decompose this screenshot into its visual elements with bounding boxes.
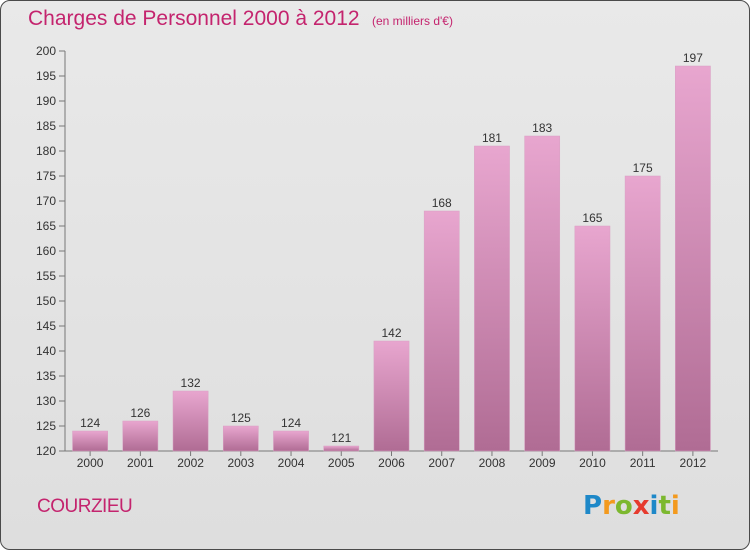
y-tick-label: 120 (36, 444, 56, 458)
bar-value-label: 181 (482, 131, 502, 145)
bar-value-label: 165 (582, 211, 602, 225)
logo-letter: o (614, 491, 633, 521)
x-tick-label: 2004 (278, 456, 305, 470)
y-tick-label: 180 (36, 144, 56, 158)
chart-title: Charges de Personnel 2000 à 2012 (28, 7, 360, 30)
bar (122, 420, 159, 452)
bar-value-label: 197 (683, 51, 703, 65)
y-tick-label: 130 (36, 394, 56, 408)
y-tick-label: 160 (36, 244, 56, 258)
bar (675, 65, 711, 452)
bar (222, 425, 259, 452)
bar-value-label: 168 (432, 196, 452, 210)
x-tick-label: 2008 (479, 456, 506, 470)
bar-value-label: 121 (331, 431, 351, 445)
y-tick-label: 165 (36, 219, 56, 233)
bar (323, 445, 360, 452)
bar (172, 390, 209, 452)
y-tick-label: 175 (36, 169, 56, 183)
x-tick-label: 2010 (579, 456, 606, 470)
x-tick-label: 2012 (680, 456, 707, 470)
value-labels: 124 126 132 125 124 121 142 168 181 183 165 175 197 (80, 51, 703, 445)
bar (574, 225, 611, 452)
x-tick-label: 2006 (378, 456, 405, 470)
bar (373, 340, 410, 452)
y-tick-label: 140 (36, 344, 56, 358)
x-tick-label: 2007 (428, 456, 455, 470)
logo-letter: x (632, 491, 650, 521)
y-tick-label: 185 (36, 119, 56, 133)
y-tick-label: 200 (36, 44, 56, 58)
logo-letter: i (649, 491, 659, 521)
y-tick-label: 195 (36, 69, 56, 83)
bar-value-label: 126 (130, 406, 150, 420)
x-tick-label: 2009 (529, 456, 556, 470)
y-tick-label: 145 (36, 319, 56, 333)
bar (474, 145, 510, 452)
x-tick-label: 2000 (77, 456, 104, 470)
bar (423, 210, 460, 452)
y-tick-label: 170 (36, 194, 56, 208)
bar-value-label: 183 (532, 121, 552, 135)
y-tick-label: 155 (36, 269, 56, 283)
chart-subtitle: (en milliers d'€) (372, 14, 453, 28)
bar (524, 135, 561, 452)
logo-letter: t (658, 491, 671, 521)
y-tick-label: 135 (36, 369, 56, 383)
y-tick-label: 125 (36, 419, 56, 433)
proxiti-logo: Proxiti (583, 491, 680, 521)
bar (72, 430, 108, 452)
logo-letter: i (670, 491, 680, 521)
x-tick-label: 2005 (328, 456, 355, 470)
bar-value-label: 124 (281, 416, 301, 430)
bars (72, 65, 711, 452)
bar-value-label: 175 (633, 161, 653, 175)
x-tick-label: 2001 (127, 456, 154, 470)
bar (624, 175, 661, 452)
bar-value-label: 142 (381, 326, 401, 340)
x-tick-label: 2002 (177, 456, 204, 470)
bar-value-label: 132 (181, 376, 201, 390)
bar (273, 430, 309, 452)
y-tick-label: 190 (36, 94, 56, 108)
x-tick-label: 2011 (630, 456, 656, 470)
x-tick-label: 2003 (227, 456, 254, 470)
logo-letter: P (583, 491, 603, 521)
commune-name: COURZIEU (37, 496, 133, 517)
y-tick-label: 150 (36, 294, 56, 308)
logo-letter: r (602, 491, 615, 521)
bar-value-label: 125 (231, 411, 251, 425)
bar-value-label: 124 (80, 416, 100, 430)
